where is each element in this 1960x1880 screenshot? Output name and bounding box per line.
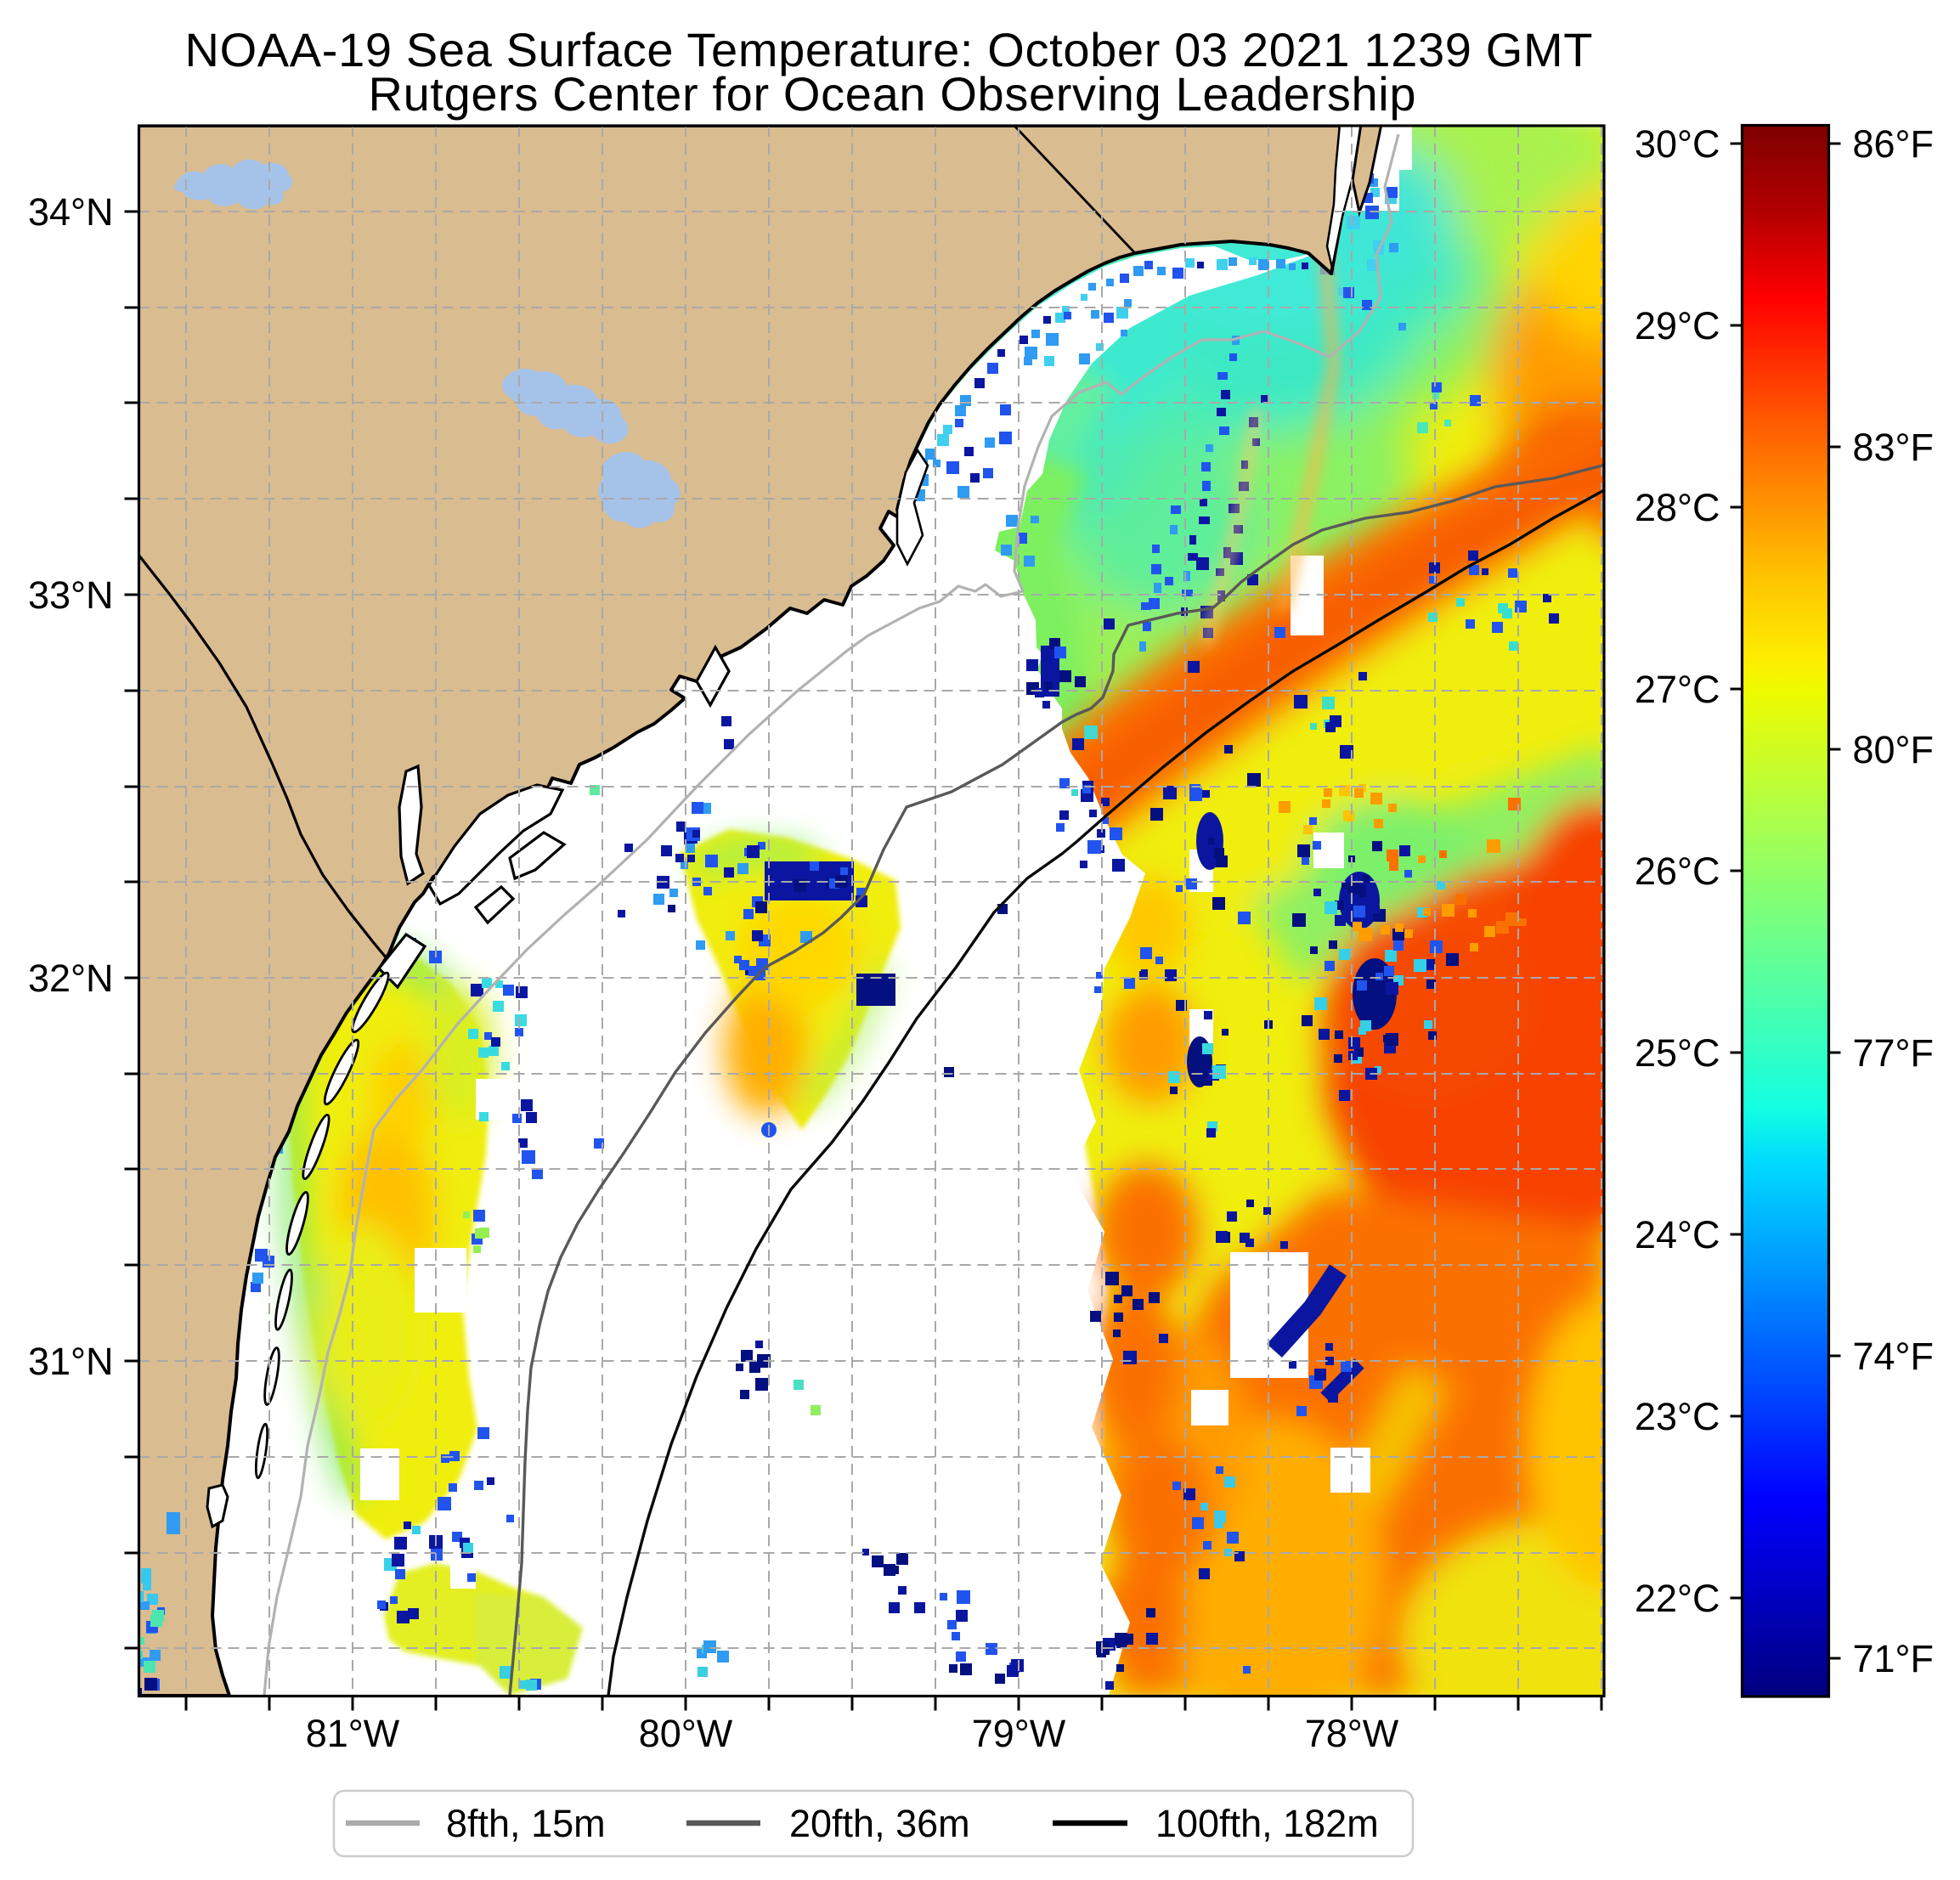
svg-text:29°C: 29°C bbox=[1635, 304, 1720, 347]
svg-text:78°W: 78°W bbox=[1305, 1712, 1399, 1755]
svg-text:83°F: 83°F bbox=[1853, 426, 1935, 469]
svg-text:20fth, 36m: 20fth, 36m bbox=[789, 1802, 970, 1845]
svg-text:71°F: 71°F bbox=[1853, 1637, 1935, 1680]
svg-text:24°C: 24°C bbox=[1635, 1213, 1720, 1256]
svg-text:22°C: 22°C bbox=[1635, 1577, 1720, 1620]
svg-text:Rutgers Center for Ocean Obser: Rutgers Center for Ocean Observing Leade… bbox=[369, 67, 1416, 121]
svg-text:28°C: 28°C bbox=[1635, 486, 1720, 529]
svg-text:34°N: 34°N bbox=[28, 190, 114, 234]
svg-text:74°F: 74°F bbox=[1853, 1335, 1935, 1378]
svg-text:86°F: 86°F bbox=[1853, 122, 1935, 166]
svg-text:23°C: 23°C bbox=[1635, 1395, 1720, 1438]
svg-text:26°C: 26°C bbox=[1635, 850, 1720, 893]
svg-text:31°N: 31°N bbox=[28, 1340, 114, 1383]
svg-text:80°F: 80°F bbox=[1853, 728, 1935, 771]
svg-text:81°W: 81°W bbox=[306, 1712, 400, 1755]
svg-text:NOAA-19 Sea Surface Temperatur: NOAA-19 Sea Surface Temperature: October… bbox=[185, 23, 1593, 76]
svg-text:100fth, 182m: 100fth, 182m bbox=[1155, 1802, 1379, 1845]
svg-text:25°C: 25°C bbox=[1635, 1031, 1720, 1075]
svg-text:79°W: 79°W bbox=[972, 1712, 1066, 1755]
svg-text:33°N: 33°N bbox=[28, 573, 114, 617]
svg-text:80°W: 80°W bbox=[639, 1712, 733, 1755]
svg-text:32°N: 32°N bbox=[28, 957, 114, 1000]
svg-text:77°F: 77°F bbox=[1853, 1031, 1935, 1075]
svg-text:27°C: 27°C bbox=[1635, 668, 1720, 711]
svg-text:8fth, 15m: 8fth, 15m bbox=[446, 1802, 606, 1845]
svg-text:30°C: 30°C bbox=[1635, 122, 1720, 166]
